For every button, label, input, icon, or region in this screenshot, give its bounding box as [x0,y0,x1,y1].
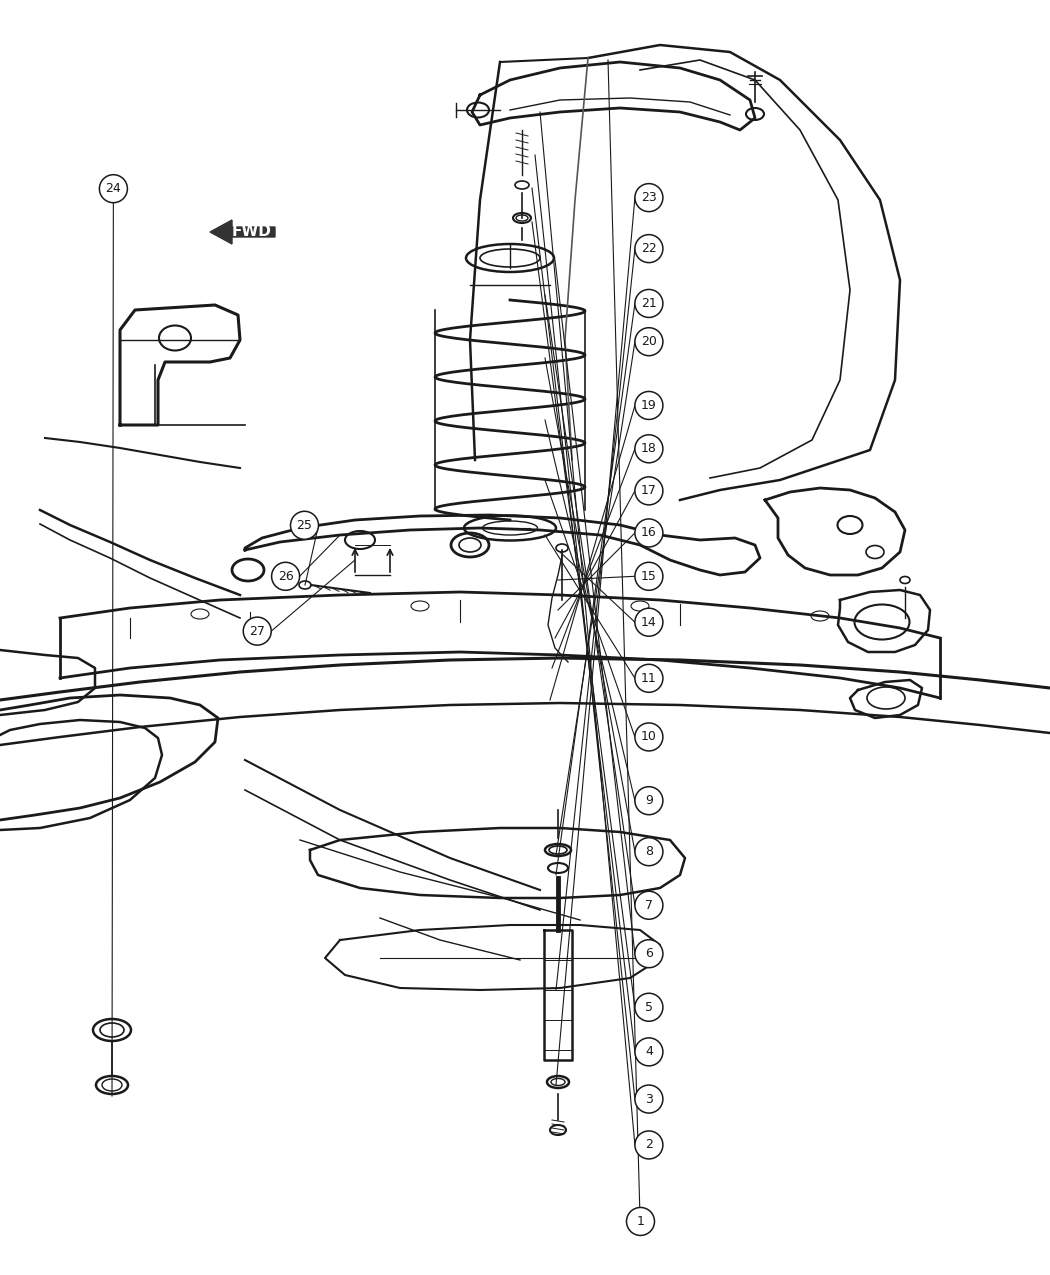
Text: 22: 22 [640,242,657,255]
Text: FWD: FWD [232,223,272,238]
Text: 10: 10 [640,731,657,743]
Circle shape [635,435,663,463]
Circle shape [244,617,271,645]
Circle shape [635,993,663,1021]
Circle shape [627,1207,654,1235]
Text: 6: 6 [645,947,653,960]
Circle shape [635,723,663,751]
Circle shape [635,940,663,968]
Circle shape [635,1131,663,1159]
Text: 20: 20 [640,335,657,348]
Circle shape [635,664,663,692]
Circle shape [635,184,663,212]
Text: 25: 25 [296,519,313,532]
Circle shape [635,787,663,815]
Text: 2: 2 [645,1139,653,1151]
Circle shape [635,562,663,590]
Polygon shape [210,221,275,244]
Circle shape [635,477,663,505]
Text: 9: 9 [645,794,653,807]
Text: 19: 19 [640,399,657,412]
Circle shape [100,175,127,203]
Text: 14: 14 [640,616,657,629]
Text: 24: 24 [105,182,122,195]
Text: 5: 5 [645,1001,653,1014]
Circle shape [272,562,299,590]
Text: 26: 26 [277,570,294,583]
Text: 7: 7 [645,899,653,912]
Circle shape [635,891,663,919]
Text: 21: 21 [640,297,657,310]
Text: 17: 17 [640,484,657,497]
Circle shape [635,235,663,263]
Text: 3: 3 [645,1093,653,1105]
Text: 23: 23 [640,191,657,204]
Circle shape [635,838,663,866]
Circle shape [291,511,318,539]
Text: 1: 1 [636,1215,645,1228]
Text: 8: 8 [645,845,653,858]
Text: 4: 4 [645,1046,653,1058]
Text: 11: 11 [640,672,657,685]
Text: 18: 18 [640,442,657,455]
Circle shape [635,391,663,419]
Circle shape [635,289,663,317]
Circle shape [635,1038,663,1066]
Circle shape [635,608,663,636]
Text: 27: 27 [249,625,266,638]
Text: 16: 16 [640,527,657,539]
Circle shape [635,519,663,547]
Text: 15: 15 [640,570,657,583]
Circle shape [635,328,663,356]
Circle shape [635,1085,663,1113]
